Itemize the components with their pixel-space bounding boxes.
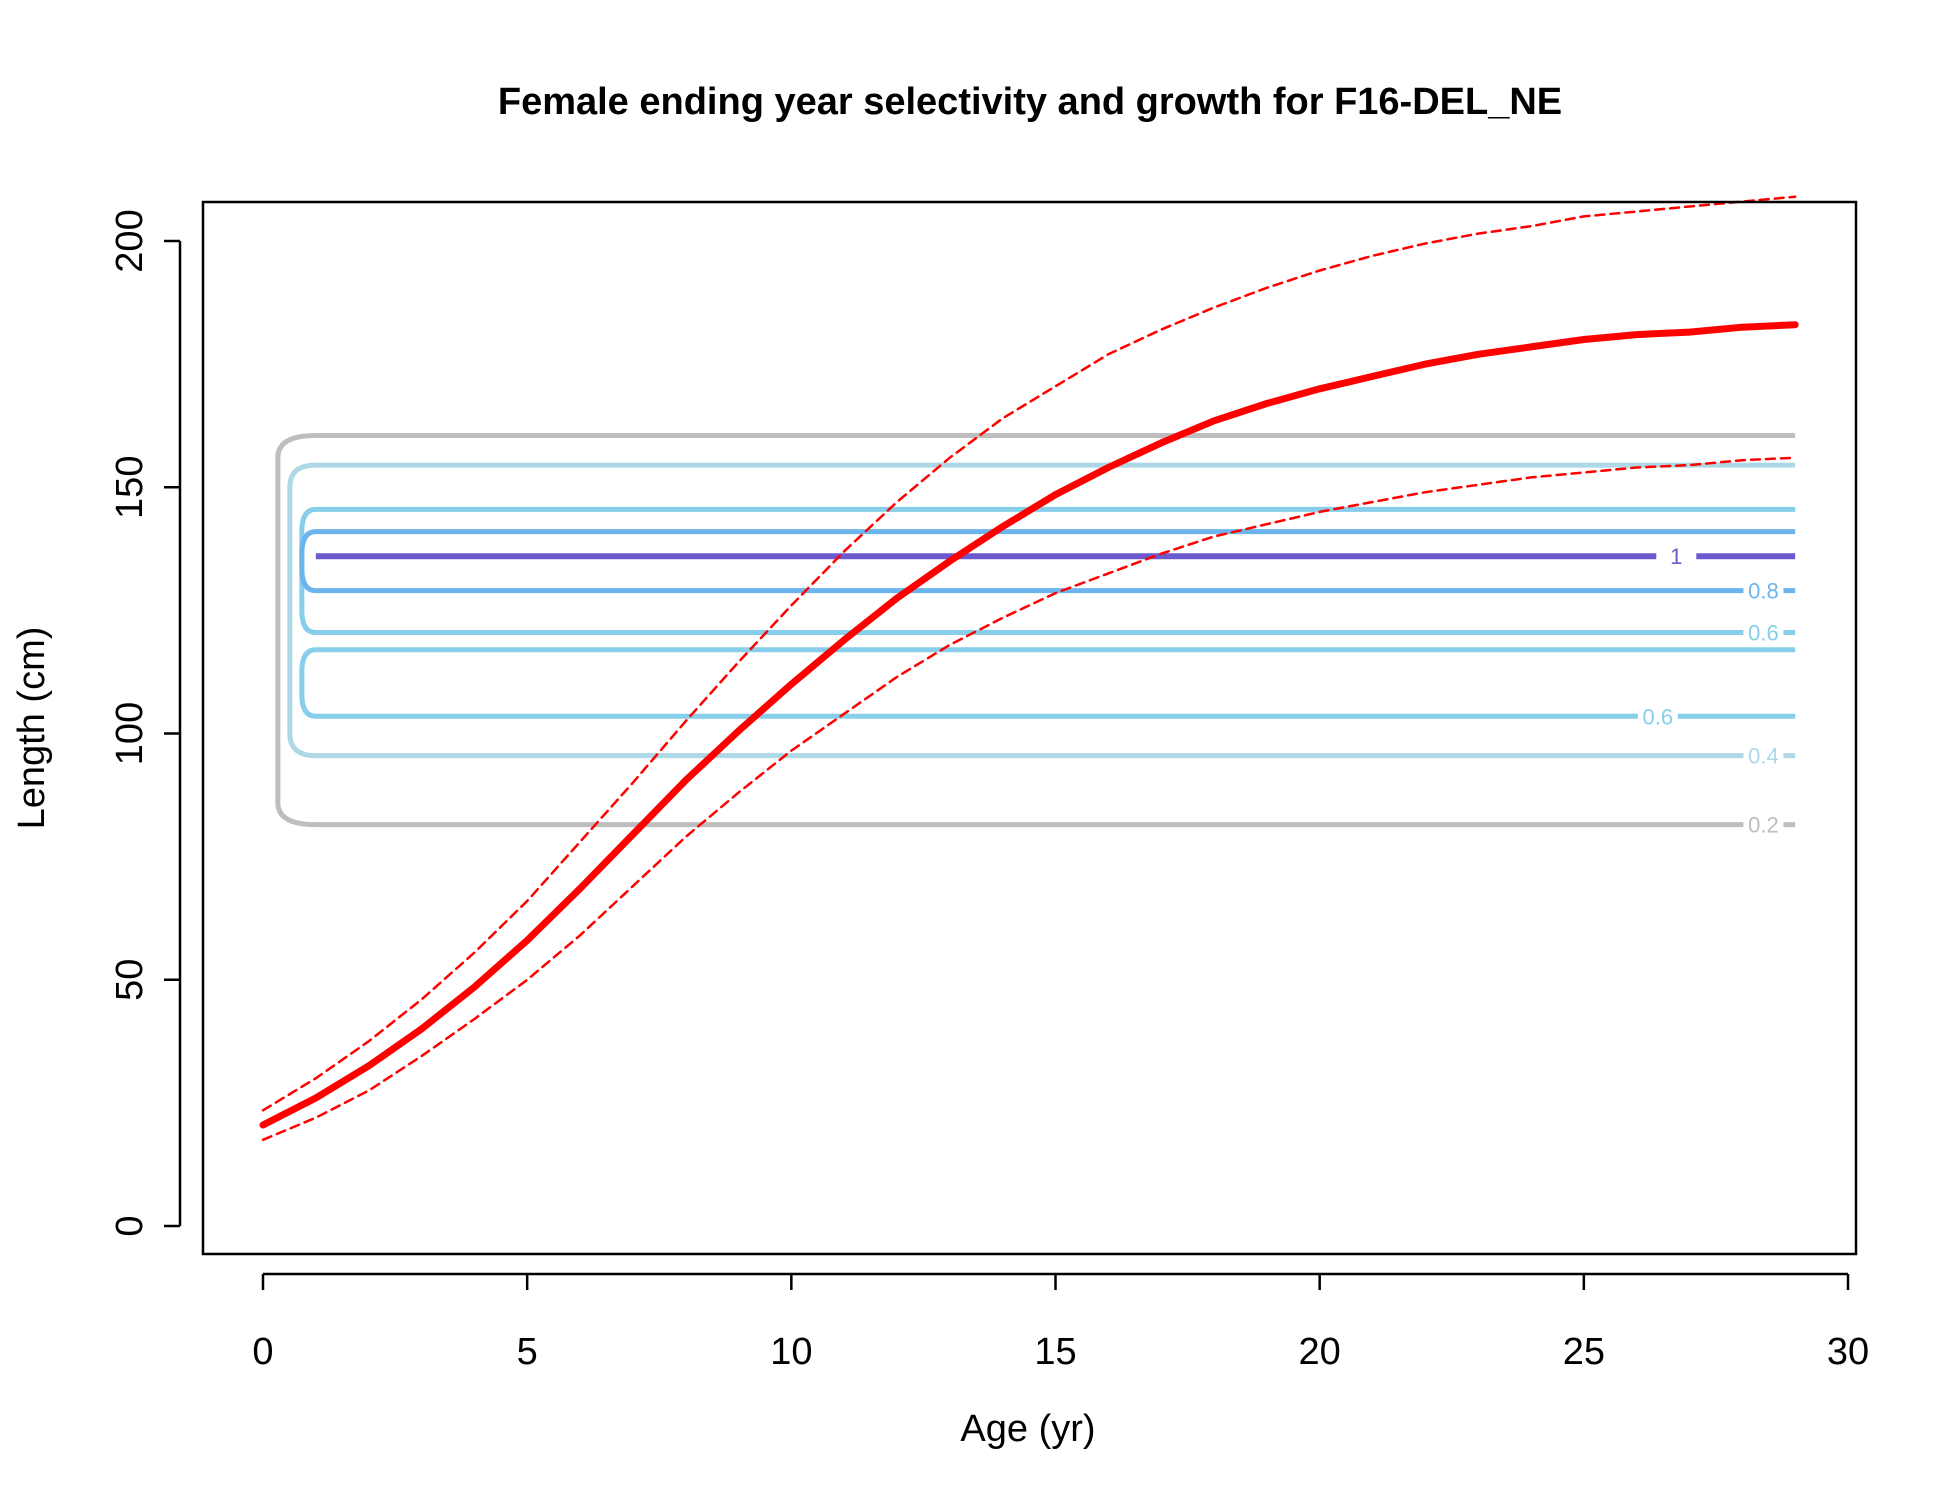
x-tick-label: 15 bbox=[1034, 1331, 1076, 1373]
growth-curves bbox=[259, 195, 1799, 1142]
contour-label-bg bbox=[1743, 620, 1784, 645]
contour-label-bg bbox=[1743, 812, 1784, 837]
x-tick-label: 10 bbox=[770, 1331, 812, 1373]
contour-label: 0.2 bbox=[1748, 813, 1779, 838]
x-tick-label: 5 bbox=[517, 1331, 538, 1373]
contour-label-bg bbox=[1743, 578, 1784, 603]
contour-label: 1 bbox=[1670, 544, 1682, 569]
contour-label-bg bbox=[1637, 704, 1678, 729]
y-tick-label: 200 bbox=[109, 209, 151, 272]
contour-label: 0.4 bbox=[1748, 744, 1779, 769]
y-tick-label: 0 bbox=[109, 1215, 151, 1236]
plot-frame bbox=[201, 200, 1858, 1256]
x-tick-label: 0 bbox=[252, 1331, 273, 1373]
contour-line-0.8 bbox=[299, 529, 1796, 594]
x-tick-label: 20 bbox=[1299, 1331, 1341, 1373]
series-lower-interval bbox=[261, 456, 1797, 1142]
x-axis: 0 5 10 15 20 25 30 bbox=[252, 1272, 1869, 1373]
y-tick-label: 50 bbox=[109, 959, 151, 1001]
y-axis: 0 50 100 150 200 bbox=[109, 209, 182, 1237]
y-axis-label: Length (cm) bbox=[11, 627, 53, 830]
x-tick-label: 25 bbox=[1563, 1331, 1605, 1373]
contour-line-0.4 bbox=[287, 462, 1796, 759]
contour-label: 0.6 bbox=[1748, 621, 1779, 646]
y-tick-label: 150 bbox=[109, 456, 151, 519]
series-upper-interval bbox=[261, 195, 1797, 1112]
x-axis-label: Age (yr) bbox=[960, 1408, 1095, 1450]
contour-label: 0.6 bbox=[1643, 704, 1674, 729]
contour-line-0.2 bbox=[275, 433, 1796, 828]
series-mean-growth bbox=[259, 321, 1799, 1129]
y-tick-label: 100 bbox=[109, 702, 151, 765]
chart-title: Female ending year selectivity and growt… bbox=[498, 81, 1562, 123]
contour-label-bg bbox=[1743, 743, 1784, 768]
contour-line-0.6 bbox=[299, 647, 1796, 719]
contour-label-bg bbox=[1656, 544, 1697, 569]
contour-label: 0.8 bbox=[1748, 579, 1779, 604]
selectivity-contours: 0.2 0.4 0.6 0.6 0.8 1 bbox=[275, 433, 1796, 838]
x-tick-label: 30 bbox=[1827, 1331, 1869, 1373]
